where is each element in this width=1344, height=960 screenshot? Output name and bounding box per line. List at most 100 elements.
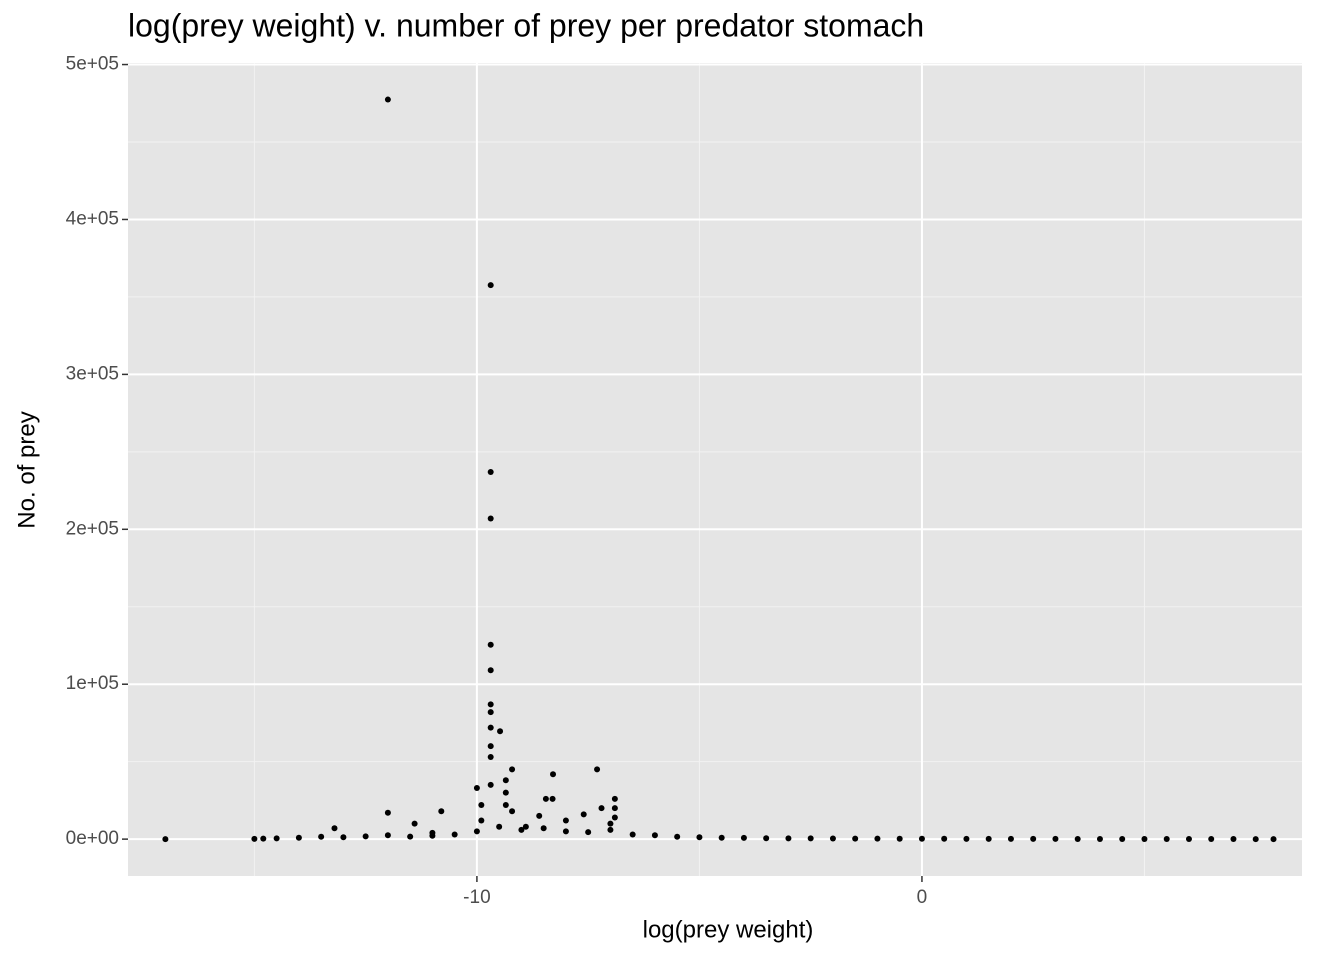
point — [918, 835, 925, 842]
point — [384, 809, 391, 816]
point — [487, 709, 494, 716]
point — [1230, 836, 1237, 843]
point — [487, 515, 494, 522]
point — [536, 812, 543, 819]
y-tick-label: 5e+05 — [66, 54, 119, 75]
point — [273, 835, 280, 842]
x-tick-label: 0 — [917, 887, 928, 908]
y-tick-label: 0e+00 — [66, 828, 119, 849]
x-axis-title: log(prey weight) — [643, 916, 814, 943]
point — [1007, 835, 1014, 842]
point — [580, 811, 587, 818]
point — [251, 835, 258, 842]
point — [509, 808, 516, 815]
point — [562, 817, 569, 824]
point — [740, 834, 747, 841]
y-tick-label: 3e+05 — [66, 363, 119, 384]
point — [1030, 835, 1037, 842]
plot-panel — [128, 63, 1302, 876]
point — [478, 802, 485, 809]
point — [502, 777, 509, 784]
chart-title: log(prey weight) v. number of prey per p… — [128, 7, 924, 43]
point — [502, 802, 509, 809]
point — [295, 834, 302, 841]
point — [598, 805, 605, 812]
point — [540, 825, 547, 832]
point — [509, 766, 516, 773]
point — [611, 795, 618, 802]
point — [629, 831, 636, 838]
point — [1270, 836, 1277, 843]
point — [674, 833, 681, 840]
point — [522, 823, 529, 830]
point — [963, 835, 970, 842]
point — [487, 724, 494, 731]
point — [829, 835, 836, 842]
point — [550, 771, 557, 778]
point — [429, 832, 436, 839]
point — [487, 781, 494, 788]
point — [451, 831, 458, 838]
point — [502, 789, 509, 796]
point — [696, 834, 703, 841]
point — [384, 96, 391, 103]
point — [162, 836, 169, 843]
point — [487, 282, 494, 289]
point — [542, 795, 549, 802]
point — [611, 805, 618, 812]
point — [1185, 836, 1192, 843]
point — [473, 785, 480, 792]
point — [487, 754, 494, 761]
point — [607, 826, 614, 833]
point — [411, 820, 418, 827]
point — [1252, 836, 1259, 843]
point — [1208, 836, 1215, 843]
point — [585, 829, 592, 836]
point — [473, 828, 480, 835]
point — [497, 728, 504, 735]
point — [941, 835, 948, 842]
point — [1052, 835, 1059, 842]
point — [611, 814, 618, 821]
point — [852, 835, 859, 842]
point — [874, 835, 881, 842]
point — [896, 835, 903, 842]
y-tick-label: 4e+05 — [66, 208, 119, 229]
point — [1119, 835, 1126, 842]
point — [478, 817, 485, 824]
point — [518, 826, 525, 833]
x-tick-label: -10 — [463, 887, 490, 908]
point — [651, 832, 658, 839]
point — [260, 835, 267, 842]
point — [1141, 835, 1148, 842]
point — [340, 834, 347, 841]
point — [487, 701, 494, 708]
point — [785, 835, 792, 842]
point — [807, 835, 814, 842]
point — [1074, 835, 1081, 842]
point — [1096, 835, 1103, 842]
point — [487, 641, 494, 648]
point — [718, 834, 725, 841]
point — [549, 795, 556, 802]
point — [607, 820, 614, 827]
y-tick-label: 1e+05 — [66, 673, 119, 694]
point — [331, 825, 338, 832]
point — [407, 833, 414, 840]
y-tick-label: 2e+05 — [66, 518, 119, 539]
point — [985, 835, 992, 842]
point — [763, 835, 770, 842]
point — [562, 828, 569, 835]
point — [318, 833, 325, 840]
point — [384, 832, 391, 839]
point — [487, 667, 494, 674]
point — [362, 833, 369, 840]
point — [594, 766, 601, 773]
point — [496, 823, 503, 830]
y-axis-title: No. of prey — [13, 411, 40, 528]
point — [1163, 836, 1170, 843]
point — [487, 743, 494, 750]
point — [438, 808, 445, 815]
point — [487, 468, 494, 475]
